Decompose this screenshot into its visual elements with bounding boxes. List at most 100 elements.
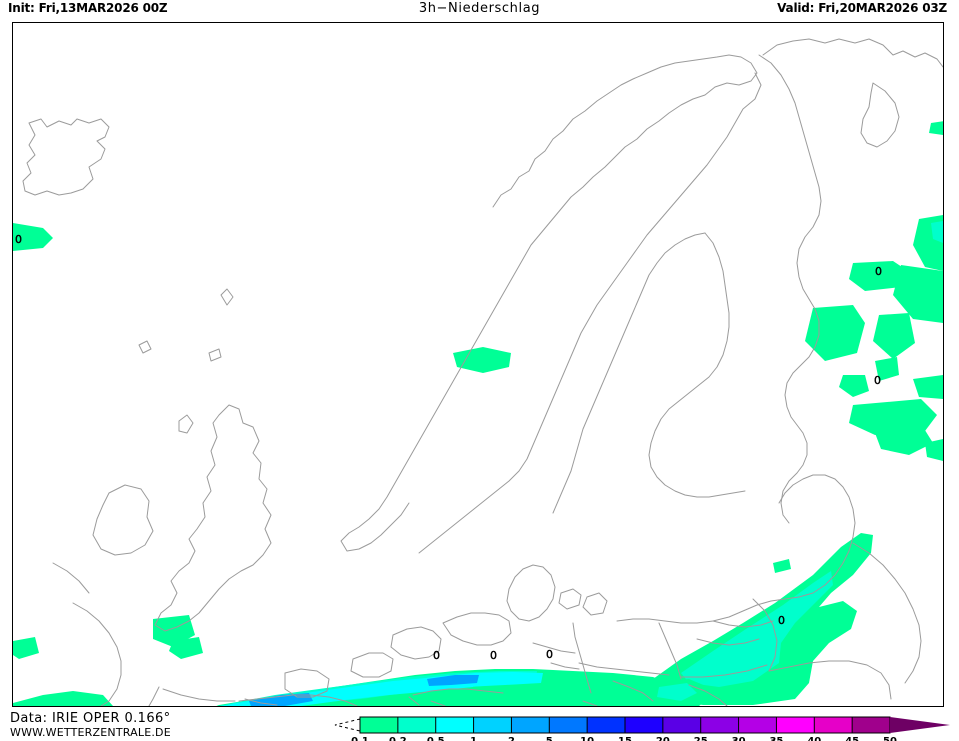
- precip-patch-russia-e: [839, 375, 869, 397]
- precip-patch-norway: [453, 347, 511, 373]
- coast-biscay: [238, 694, 358, 706]
- coast-shetland: [220, 288, 234, 306]
- map-footer: Data: IRIE OPER 0.166° WWW.WETTERZENTRAL…: [0, 708, 959, 741]
- contour-label-0-e: 0: [433, 649, 440, 662]
- coast-zealand: [582, 592, 608, 616]
- contour-label-0-f: 0: [490, 649, 497, 662]
- colorbar-bands: [359, 716, 891, 734]
- colorbar-label-1: 1: [470, 736, 477, 741]
- coast-finland-west: [648, 232, 746, 498]
- border-czech-austria: [550, 662, 580, 670]
- border-poland-belarus: [658, 622, 682, 680]
- border-latvia-lithuania: [696, 638, 760, 646]
- precip-band-balkan-mid: [657, 683, 697, 701]
- coast-norway-west: [340, 54, 758, 552]
- contour-label-0-a: 0: [15, 233, 22, 246]
- coast-iberia-west: [148, 686, 160, 706]
- precip-patch-russia-h: [913, 375, 943, 399]
- precip-patch-russia-g: [875, 427, 933, 455]
- colorbar-label-15: 15: [618, 736, 632, 741]
- coast-iceland: [22, 118, 110, 196]
- coast-outer-hebrides: [178, 414, 194, 434]
- colorbar-label-35: 35: [769, 736, 783, 741]
- precip-patch-russia-c: [873, 313, 915, 359]
- coast-great-britain: [154, 404, 272, 632]
- precip-patch-russia-f: [849, 399, 937, 435]
- colorbar-tick-labels: 0.10.20.5125101520253035404550: [351, 736, 897, 741]
- colorbar-band-0.2: [397, 717, 437, 733]
- colorbar-label-20: 20: [656, 736, 670, 741]
- colorbar-band-30: [738, 717, 777, 733]
- colorbar-label-0.1: 0.1: [351, 736, 369, 741]
- colorbar-label-10: 10: [580, 736, 594, 741]
- coast-denmark: [506, 564, 556, 622]
- colorbar-band-20: [662, 717, 702, 733]
- precip-patch-northwest: [13, 223, 53, 251]
- colorbar-label-5: 5: [546, 736, 553, 741]
- border-estonia-latvia: [712, 620, 774, 628]
- page-title: 3h−Niederschlag: [418, 1, 541, 16]
- coast-faroes: [138, 340, 152, 354]
- colorbar-label-2: 2: [508, 736, 515, 741]
- map-header: Init: Fri,13MAR2026 00Z 3h−Niederschlag …: [0, 0, 959, 19]
- precip-band-iberia: [13, 691, 113, 706]
- border-france-italy: [408, 696, 420, 706]
- precip-patch-baltic-small: [773, 559, 791, 573]
- border-france-spain: [244, 698, 278, 706]
- coast-white-sea: [860, 82, 900, 148]
- colorbar-band-35: [776, 717, 815, 733]
- contour-label-0-c: 0: [874, 374, 881, 387]
- precip-patch-finland-d: [929, 121, 943, 135]
- border-alps: [412, 688, 504, 696]
- website-label: WWW.WETTERZENTRALE.DE: [10, 726, 171, 739]
- colorbar-label-45: 45: [845, 736, 859, 741]
- precip-band-central-blue: [249, 693, 313, 706]
- precip-patch-iberia-nw2: [169, 637, 203, 659]
- coast-ireland: [92, 484, 154, 556]
- border-hungary: [612, 680, 654, 702]
- border-norway-sweden: [418, 72, 762, 554]
- colorbar-band-10: [587, 717, 626, 733]
- precip-band-central-blue-b: [427, 675, 479, 686]
- colorbar-under-triangle: [334, 718, 361, 732]
- valid-time-label: Valid: Fri,20MAR2026 03Z: [777, 1, 947, 15]
- colorbar-band-40: [814, 717, 853, 733]
- coast-netherlands: [390, 626, 442, 660]
- border-ukraine-east: [768, 660, 892, 700]
- coast-atlantic-nw: [52, 562, 90, 594]
- precip-band-east-core: [713, 623, 777, 667]
- precipitation-colorbar[interactable]: 0.10.20.5125101520253035404550: [330, 709, 955, 741]
- precip-patch-russia-b: [893, 265, 943, 323]
- colorbar-band-0.1: [360, 717, 399, 733]
- colorbar-band-15: [625, 717, 664, 733]
- contour-label-0-g: 0: [546, 648, 553, 661]
- precip-patch-russia-i: [925, 439, 943, 461]
- coast-denmark-islands: [558, 588, 582, 610]
- contour-labels-layer: 0 0 0 0 0 0 0: [15, 233, 882, 662]
- coast-baltic-south: [616, 474, 856, 624]
- coast-sweden-east: [552, 232, 706, 514]
- border-poland-south: [578, 662, 670, 676]
- colorbar-label-0.5: 0.5: [427, 736, 445, 741]
- colorbar-band-5: [549, 717, 588, 733]
- colorbar-band-1: [473, 717, 512, 733]
- precip-patch-atlantic-a: [13, 637, 39, 659]
- data-source-label: Data: IRIE OPER 0.166°: [10, 711, 171, 726]
- colorbar-band-0.5: [435, 717, 475, 733]
- border-romania: [688, 684, 728, 706]
- coastlines-layer: [22, 38, 943, 706]
- colorbar-label-30: 30: [732, 736, 746, 741]
- colorbar-svg: 0.10.20.5125101520253035404550: [334, 716, 950, 741]
- precip-patch-finland-a: [849, 261, 908, 291]
- colorbar-band-45: [852, 717, 891, 733]
- precip-patch-finland-c: [931, 221, 943, 243]
- init-time-label: Init: Fri,13MAR2026 00Z: [8, 1, 168, 15]
- precip-patch-russia-a: [805, 305, 865, 361]
- border-finland-russia: [758, 54, 822, 524]
- map-canvas[interactable]: 0 0 0 0 0 0 0: [12, 22, 944, 707]
- colorbar-label-0.2: 0.2: [389, 736, 407, 741]
- contour-label-0-d: 0: [778, 614, 785, 627]
- colorbar-band-25: [700, 717, 740, 733]
- contour-label-0-b: 0: [875, 265, 882, 278]
